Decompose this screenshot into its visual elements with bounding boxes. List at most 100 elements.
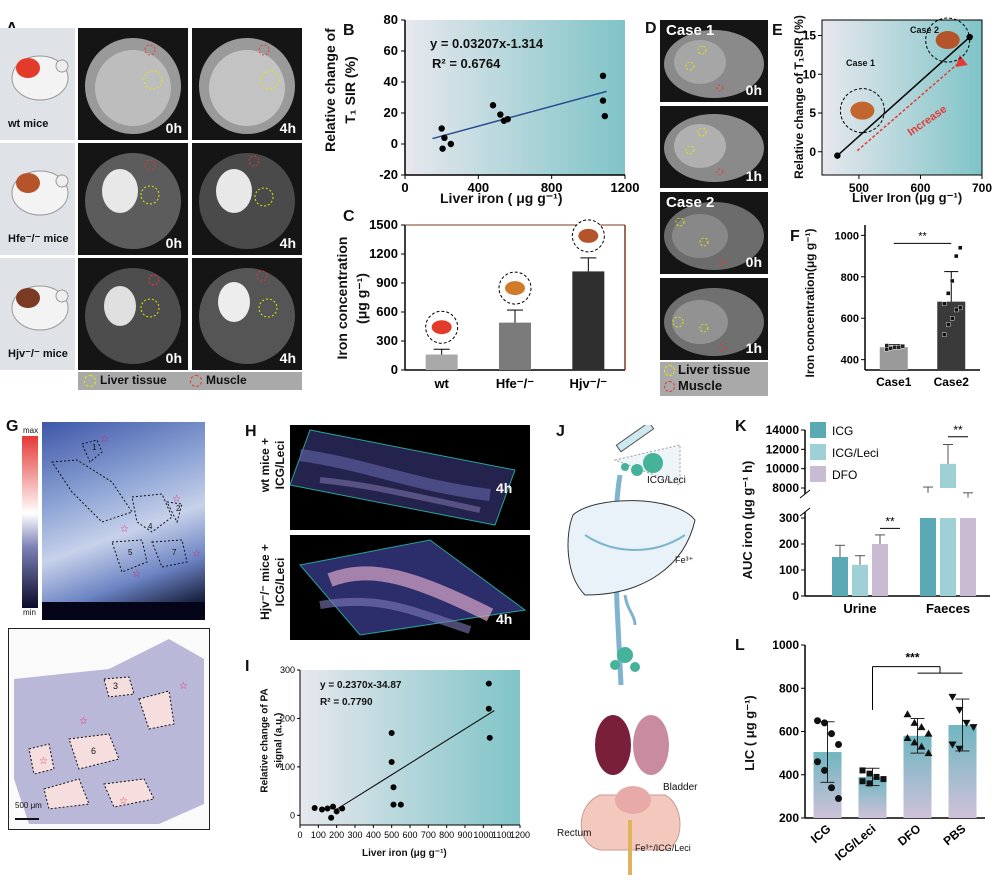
panel-label-f: F xyxy=(790,228,800,245)
liver-icon xyxy=(505,281,525,296)
data-point xyxy=(888,346,893,351)
y-tick-label: 200 xyxy=(779,537,799,551)
data-point xyxy=(903,733,912,741)
data-point xyxy=(969,724,978,732)
legend-liver-tissue: Liver tissue xyxy=(678,362,751,377)
time-label: 0h xyxy=(165,120,182,136)
liver-icon xyxy=(935,31,960,50)
case1-label: Case 1 xyxy=(666,22,715,39)
y-tick-label: 400 xyxy=(779,768,799,782)
y-tick-label: 0 xyxy=(391,136,398,151)
panel-k-ylabel: AUC iron (μg g⁻¹ h) xyxy=(740,460,755,580)
time-label: 4h xyxy=(279,235,296,251)
panel-label-i: I xyxy=(245,658,250,675)
data-point xyxy=(942,332,947,337)
bar xyxy=(940,518,956,596)
data-point xyxy=(955,745,964,753)
data-point xyxy=(388,759,395,766)
fit-line xyxy=(336,710,495,810)
y-tick-label: 5 xyxy=(809,106,816,120)
legend-d: Liver tissue Muscle xyxy=(660,362,768,396)
bar xyxy=(937,301,966,370)
y-tick-label: 60 xyxy=(384,43,398,58)
increase-arrow-line xyxy=(856,61,961,152)
legend-a: Liver tissue Muscle xyxy=(78,372,302,390)
data-point xyxy=(900,343,905,349)
bar xyxy=(499,322,531,370)
region-number: 3 xyxy=(113,681,119,691)
muscle-marker-icon xyxy=(190,375,202,387)
y-tick-label: 1500 xyxy=(369,217,398,232)
pa-3d-hjv: 4h xyxy=(290,535,530,640)
y-tick-label: 0 xyxy=(290,810,295,820)
data-point xyxy=(814,758,821,766)
chart-f: 400 600 800 1000 Case1 Case2 ** xyxy=(835,225,980,389)
label-fe-icg-leci: Fe³⁺/ICG/Leci xyxy=(635,843,691,853)
muscle-marker-icon xyxy=(664,381,675,392)
data-point xyxy=(388,729,395,736)
x-tick-label: 900 xyxy=(457,830,472,840)
y-tick-label: 100 xyxy=(280,762,295,772)
data-point xyxy=(884,347,889,352)
mri-wt-0h: 0h xyxy=(78,28,188,140)
x-tick-label: 400 xyxy=(366,830,381,840)
time-label: 0h xyxy=(745,254,762,270)
liver-icon xyxy=(578,228,599,243)
data-point xyxy=(441,134,448,141)
case1-badge xyxy=(839,88,885,134)
y-tick-label: 15 xyxy=(803,29,817,43)
data-point xyxy=(958,305,963,311)
data-point xyxy=(946,291,951,296)
region-number: 5 xyxy=(128,548,133,557)
panel-b-equation: y = 0.03207x-1.314 xyxy=(430,36,544,51)
data-point xyxy=(504,116,511,123)
data-point xyxy=(866,770,873,777)
category-label: wt xyxy=(433,376,449,391)
category-label: Faeces xyxy=(926,601,970,616)
legend-label: ICG/Leci xyxy=(832,446,879,460)
svg-text:☆: ☆ xyxy=(120,524,129,535)
category-label: DFO xyxy=(895,822,923,849)
svg-text:☆: ☆ xyxy=(100,434,109,445)
panel-d: D Case 1 0h 1h Case 2 0h 1h Liver tissue… xyxy=(645,20,770,396)
data-point xyxy=(821,719,828,727)
y-tick-label: 10000 xyxy=(766,462,800,476)
data-point xyxy=(910,738,919,746)
x-tick-label: 500 xyxy=(849,181,869,195)
data-point xyxy=(333,808,340,815)
label-bladder: Bladder xyxy=(663,782,698,793)
x-tick-label: 500 xyxy=(384,830,399,840)
y-tick-label: 800 xyxy=(841,272,859,284)
x-tick-label: 200 xyxy=(329,830,344,840)
bar xyxy=(872,544,888,596)
data-point xyxy=(962,719,971,727)
increase-arrow-head xyxy=(955,55,968,68)
category-label: ICG/Leci xyxy=(832,822,878,864)
data-point xyxy=(917,723,926,731)
y-tick-label: 100 xyxy=(779,563,799,577)
y-tick-label: 300 xyxy=(280,665,295,675)
case2-badge xyxy=(925,17,971,63)
panel-i-equation: y = 0.2370x-34.87 xyxy=(320,680,402,691)
chart-k: 8000 10000 12000 14000 0 100 200 300 Urine Faeces… xyxy=(766,422,990,616)
region-number: 6 xyxy=(91,746,97,756)
time-label: 0h xyxy=(745,82,762,98)
data-point xyxy=(601,112,609,120)
time-label: 4h xyxy=(496,611,513,627)
legend-swatch xyxy=(810,422,826,438)
data-point xyxy=(339,805,346,812)
y-tick-label: 0 xyxy=(391,362,398,377)
ct-case1-1h: 1h xyxy=(660,106,768,188)
data-point xyxy=(821,766,828,774)
panel-b-ylabel-1: Relative change of xyxy=(322,28,338,152)
liver-tissue-marker-icon xyxy=(664,365,675,376)
pa-image: ☆ ☆ ☆ ☆ ☆ xyxy=(42,422,205,620)
syringe-icon xyxy=(615,421,655,453)
x-tick-label: 0 xyxy=(297,830,302,840)
y-tick-label: 1200 xyxy=(369,246,398,261)
data-point xyxy=(954,253,959,259)
legend-muscle: Muscle xyxy=(678,378,723,393)
bar xyxy=(852,564,868,596)
y-tick-label: 12000 xyxy=(766,442,800,456)
data-point xyxy=(835,740,842,748)
